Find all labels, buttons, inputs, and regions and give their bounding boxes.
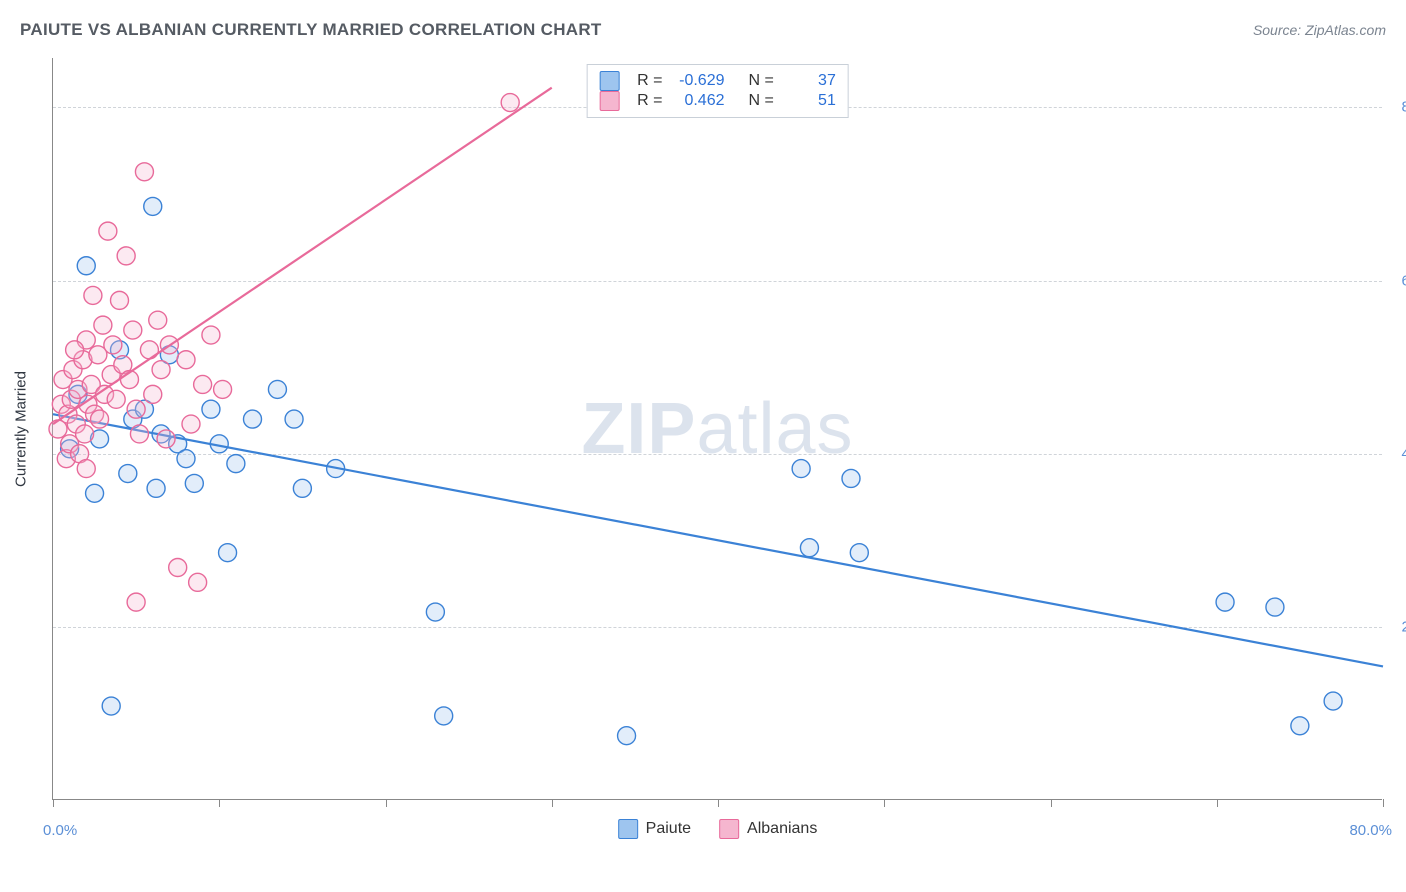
x-axis-max-label: 80.0% xyxy=(1349,822,1392,839)
stat-r-value: 0.462 xyxy=(673,92,725,110)
scatter-point xyxy=(194,375,212,393)
x-tick xyxy=(718,799,719,807)
scatter-point xyxy=(111,291,129,309)
scatter-point xyxy=(177,351,195,369)
scatter-point xyxy=(76,425,94,443)
scatter-point xyxy=(189,573,207,591)
stats-row: R = -0.629 N = 37 xyxy=(599,71,836,91)
scatter-point xyxy=(185,474,203,492)
x-axis-min-label: 0.0% xyxy=(43,822,77,839)
scatter-point xyxy=(1216,593,1234,611)
x-tick xyxy=(219,799,220,807)
scatter-point xyxy=(140,341,158,359)
scatter-point xyxy=(130,425,148,443)
scatter-point xyxy=(618,727,636,745)
scatter-point xyxy=(84,286,102,304)
scatter-point xyxy=(77,460,95,478)
y-axis-title: Currently Married xyxy=(13,371,30,487)
x-tick xyxy=(53,799,54,807)
scatter-point xyxy=(202,326,220,344)
scatter-point xyxy=(501,94,519,112)
scatter-point xyxy=(119,465,137,483)
scatter-point xyxy=(104,336,122,354)
scatter-point xyxy=(147,479,165,497)
scatter-point xyxy=(426,603,444,621)
scatter-point xyxy=(177,450,195,468)
scatter-point xyxy=(850,544,868,562)
legend-label: Albanians xyxy=(747,820,817,837)
scatter-point xyxy=(157,430,175,448)
chart-svg-layer xyxy=(53,58,1382,799)
scatter-point xyxy=(1324,692,1342,710)
legend-item: Albanians xyxy=(719,819,817,839)
source-attribution: Source: ZipAtlas.com xyxy=(1253,22,1386,38)
scatter-point xyxy=(77,257,95,275)
correlation-stats-box: R = -0.629 N = 37 R = 0.462 N = 51 xyxy=(586,64,849,118)
y-tick-label: 80.0% xyxy=(1388,99,1406,116)
scatter-point xyxy=(102,697,120,715)
scatter-point xyxy=(800,539,818,557)
scatter-point xyxy=(435,707,453,725)
scatter-point xyxy=(66,341,84,359)
x-tick xyxy=(386,799,387,807)
y-tick-label: 45.0% xyxy=(1388,445,1406,462)
scatter-point xyxy=(169,559,187,577)
scatter-point xyxy=(1266,598,1284,616)
scatter-point xyxy=(202,400,220,418)
scatter-point xyxy=(182,415,200,433)
scatter-point xyxy=(214,380,232,398)
scatter-point xyxy=(244,410,262,428)
y-tick-label: 62.5% xyxy=(1388,272,1406,289)
stat-n-value: 51 xyxy=(784,92,836,110)
stat-n-label: N = xyxy=(749,92,774,110)
chart-legend: Paiute Albanians xyxy=(618,819,818,839)
scatter-point xyxy=(219,544,237,562)
scatter-point xyxy=(124,321,142,339)
scatter-point xyxy=(268,380,286,398)
chart-title: PAIUTE VS ALBANIAN CURRENTLY MARRIED COR… xyxy=(20,20,602,40)
stat-r-label: R = xyxy=(637,92,662,110)
scatter-point xyxy=(86,484,104,502)
plot-area: Currently Married 27.5%45.0%62.5%80.0% 0… xyxy=(52,58,1382,800)
x-tick xyxy=(552,799,553,807)
legend-swatch xyxy=(719,819,739,839)
scatter-point xyxy=(152,361,170,379)
x-tick xyxy=(1217,799,1218,807)
scatter-point xyxy=(127,593,145,611)
series-swatch xyxy=(599,71,619,91)
scatter-point xyxy=(117,247,135,265)
scatter-point xyxy=(99,222,117,240)
scatter-point xyxy=(792,460,810,478)
x-tick xyxy=(1051,799,1052,807)
scatter-point xyxy=(135,163,153,181)
scatter-point xyxy=(127,400,145,418)
legend-swatch xyxy=(618,819,638,839)
stats-row: R = 0.462 N = 51 xyxy=(599,91,836,111)
scatter-point xyxy=(227,455,245,473)
series-swatch xyxy=(599,91,619,111)
scatter-point xyxy=(144,385,162,403)
trend-line xyxy=(53,414,1383,666)
scatter-point xyxy=(107,390,125,408)
scatter-point xyxy=(94,316,112,334)
scatter-point xyxy=(91,410,109,428)
stat-n-value: 37 xyxy=(784,72,836,90)
scatter-point xyxy=(293,479,311,497)
stat-n-label: N = xyxy=(749,72,774,90)
legend-item: Paiute xyxy=(618,819,691,839)
scatter-point xyxy=(1291,717,1309,735)
stat-r-label: R = xyxy=(637,72,662,90)
scatter-point xyxy=(285,410,303,428)
scatter-point xyxy=(144,197,162,215)
legend-label: Paiute xyxy=(646,820,691,837)
y-tick-label: 27.5% xyxy=(1388,618,1406,635)
x-tick xyxy=(1383,799,1384,807)
scatter-point xyxy=(842,469,860,487)
scatter-point xyxy=(149,311,167,329)
stat-r-value: -0.629 xyxy=(673,72,725,90)
x-tick xyxy=(884,799,885,807)
